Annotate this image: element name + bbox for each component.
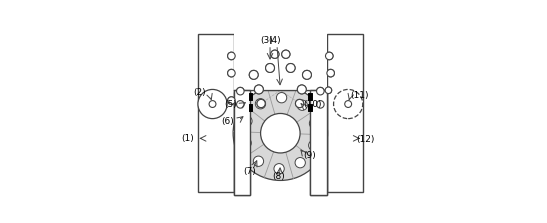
Circle shape	[317, 87, 324, 95]
Circle shape	[249, 70, 258, 79]
Text: (9): (9)	[304, 151, 316, 160]
Circle shape	[254, 85, 263, 94]
Circle shape	[327, 69, 334, 77]
Circle shape	[325, 52, 333, 60]
Circle shape	[236, 87, 244, 95]
Circle shape	[236, 101, 244, 108]
Circle shape	[325, 87, 331, 94]
Circle shape	[228, 52, 235, 60]
Circle shape	[317, 101, 324, 108]
Circle shape	[309, 140, 319, 151]
Circle shape	[236, 87, 244, 95]
Circle shape	[266, 64, 275, 72]
Circle shape	[249, 70, 258, 79]
Circle shape	[254, 85, 263, 94]
Bar	[234, 27, 327, 90]
Bar	[309, 104, 312, 111]
Circle shape	[271, 50, 279, 58]
Text: (12): (12)	[356, 135, 374, 144]
Circle shape	[228, 52, 235, 60]
Circle shape	[228, 97, 235, 104]
Circle shape	[297, 100, 307, 110]
Bar	[310, 90, 327, 195]
Bar	[234, 92, 251, 195]
Bar	[249, 93, 252, 100]
Text: (10): (10)	[303, 100, 322, 109]
Circle shape	[282, 50, 290, 58]
Circle shape	[228, 69, 235, 77]
Bar	[327, 34, 363, 192]
Circle shape	[310, 118, 319, 129]
Text: (4): (4)	[269, 36, 281, 45]
Bar	[309, 104, 312, 111]
Circle shape	[286, 64, 295, 72]
Circle shape	[274, 164, 284, 174]
Circle shape	[298, 85, 306, 94]
Bar	[309, 93, 312, 100]
Text: (7): (7)	[243, 167, 256, 176]
Text: (5): (5)	[224, 100, 237, 109]
Text: (2): (2)	[194, 88, 206, 97]
Circle shape	[325, 52, 333, 60]
Text: (8): (8)	[272, 172, 285, 181]
Bar	[310, 92, 327, 195]
Circle shape	[253, 156, 264, 166]
Circle shape	[276, 93, 287, 103]
Text: (1): (1)	[182, 134, 195, 143]
Circle shape	[241, 138, 251, 148]
Circle shape	[228, 69, 235, 77]
Circle shape	[255, 99, 266, 109]
Circle shape	[295, 99, 304, 108]
Circle shape	[271, 50, 279, 58]
Circle shape	[302, 70, 311, 79]
Circle shape	[228, 97, 235, 104]
Circle shape	[345, 101, 352, 107]
Circle shape	[295, 99, 304, 108]
Circle shape	[295, 157, 305, 168]
Bar	[249, 104, 252, 111]
Circle shape	[302, 70, 311, 79]
Circle shape	[266, 64, 275, 72]
Circle shape	[242, 116, 252, 126]
Circle shape	[198, 89, 227, 119]
Bar	[198, 34, 234, 192]
Circle shape	[317, 87, 324, 95]
Circle shape	[282, 50, 290, 58]
Circle shape	[233, 86, 328, 180]
Bar	[249, 104, 252, 111]
Circle shape	[325, 87, 331, 94]
Circle shape	[257, 99, 265, 108]
Circle shape	[317, 101, 324, 108]
Circle shape	[327, 69, 334, 77]
Circle shape	[209, 101, 216, 107]
Circle shape	[334, 89, 363, 119]
Bar	[234, 90, 251, 195]
Text: (3): (3)	[260, 36, 273, 45]
Circle shape	[236, 101, 244, 108]
Circle shape	[286, 64, 295, 72]
Circle shape	[257, 99, 265, 108]
Text: (6): (6)	[221, 117, 234, 126]
Circle shape	[298, 85, 306, 94]
Bar	[309, 93, 312, 100]
Circle shape	[260, 114, 300, 153]
Bar	[249, 93, 252, 100]
Text: (11): (11)	[350, 91, 368, 100]
